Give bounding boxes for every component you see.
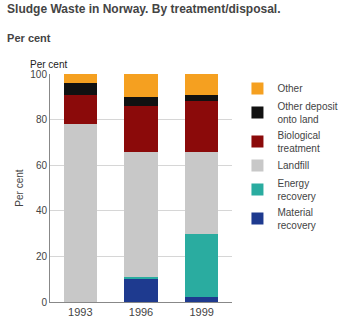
svg-text:20: 20 bbox=[36, 251, 48, 262]
svg-text:Energyrecovery: Energyrecovery bbox=[277, 178, 315, 202]
svg-text:Other: Other bbox=[277, 83, 303, 94]
svg-text:Sludge Waste in Norway. By tre: Sludge Waste in Norway. By treatment/dis… bbox=[7, 2, 280, 16]
svg-text:Landfill: Landfill bbox=[277, 160, 309, 171]
svg-text:Per cent: Per cent bbox=[7, 32, 51, 44]
svg-text:Materialrecovery: Materialrecovery bbox=[277, 207, 315, 231]
svg-text:1993: 1993 bbox=[68, 306, 92, 318]
svg-text:Per cent: Per cent bbox=[14, 169, 25, 206]
svg-text:1996: 1996 bbox=[129, 306, 153, 318]
svg-text:80: 80 bbox=[36, 114, 48, 125]
svg-text:Other depositonto land: Other depositonto land bbox=[277, 101, 337, 125]
svg-text:100: 100 bbox=[30, 69, 47, 80]
svg-text:40: 40 bbox=[36, 205, 48, 216]
svg-text:Per cent: Per cent bbox=[30, 59, 67, 70]
svg-text:0: 0 bbox=[41, 297, 47, 308]
svg-text:1999: 1999 bbox=[189, 306, 213, 318]
svg-text:60: 60 bbox=[36, 160, 48, 171]
svg-text:Biologicaltreatment: Biologicaltreatment bbox=[277, 130, 320, 154]
